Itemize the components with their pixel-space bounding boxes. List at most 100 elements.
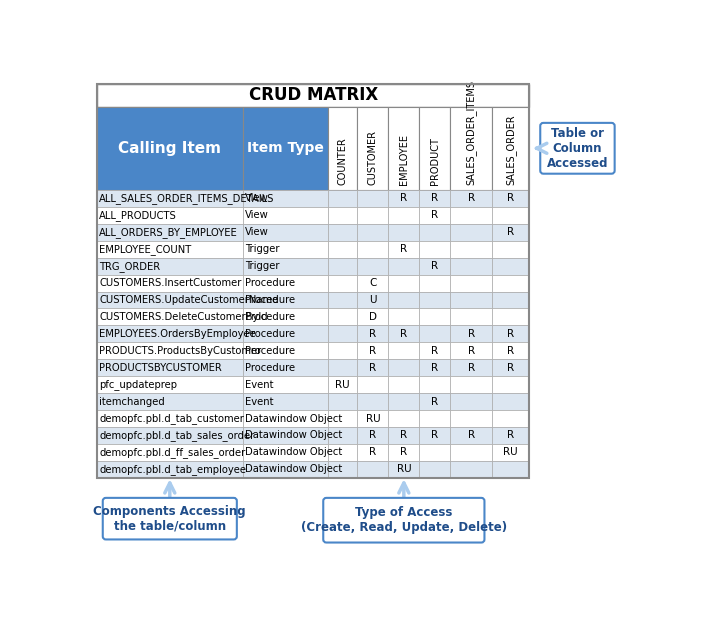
Bar [450, 393, 492, 410]
Text: Event: Event [245, 397, 274, 406]
Bar [328, 291, 357, 309]
Text: RU: RU [335, 380, 350, 390]
Text: R: R [468, 363, 475, 373]
Bar [97, 410, 242, 427]
Bar [97, 343, 242, 359]
Bar [450, 241, 492, 258]
Bar [242, 410, 328, 427]
Bar [357, 343, 388, 359]
Bar [420, 343, 450, 359]
Bar [357, 309, 388, 325]
Bar [97, 427, 242, 444]
Bar [357, 207, 388, 224]
Text: itemchanged: itemchanged [99, 397, 165, 406]
Text: COUNTER: COUNTER [338, 137, 348, 185]
Bar [492, 461, 529, 478]
Bar [328, 427, 357, 444]
Bar [357, 410, 388, 427]
Bar [388, 376, 420, 393]
Bar [357, 461, 388, 478]
Text: PRODUCTS.ProductsByCustomer: PRODUCTS.ProductsByCustomer [99, 346, 261, 356]
Bar [328, 241, 357, 258]
Text: Item Type: Item Type [247, 141, 324, 155]
Bar [357, 393, 388, 410]
Bar [492, 107, 529, 190]
Bar [328, 258, 357, 275]
Text: Procedure: Procedure [245, 346, 295, 356]
Bar [450, 309, 492, 325]
Text: ALL_PRODUCTS: ALL_PRODUCTS [99, 210, 177, 220]
Text: Procedure: Procedure [245, 329, 295, 339]
Bar [492, 427, 529, 444]
Text: RU: RU [365, 413, 380, 424]
Bar [328, 190, 357, 207]
Text: R: R [507, 329, 514, 339]
Bar [388, 241, 420, 258]
Bar [492, 291, 529, 309]
Text: CRUD MATRIX: CRUD MATRIX [248, 86, 378, 104]
Bar [97, 258, 242, 275]
Bar [450, 107, 492, 190]
Bar [328, 376, 357, 393]
Bar [388, 309, 420, 325]
Bar [328, 309, 357, 325]
Text: R: R [507, 194, 514, 203]
Text: R: R [431, 363, 439, 373]
Text: SALES_ORDER_ITEMS: SALES_ORDER_ITEMS [466, 81, 477, 185]
Bar [450, 325, 492, 343]
Bar [357, 107, 388, 190]
Text: R: R [468, 194, 475, 203]
Bar [242, 207, 328, 224]
Bar [97, 107, 242, 190]
Bar [328, 461, 357, 478]
Bar [450, 461, 492, 478]
Bar [328, 325, 357, 343]
Bar [357, 190, 388, 207]
Bar [242, 343, 328, 359]
Bar [420, 241, 450, 258]
Text: Trigger: Trigger [245, 244, 280, 254]
Bar [420, 309, 450, 325]
Text: Table or
Column
Accessed: Table or Column Accessed [547, 127, 608, 170]
Bar [492, 376, 529, 393]
Bar [450, 343, 492, 359]
Bar [357, 241, 388, 258]
Bar [420, 207, 450, 224]
Bar [492, 258, 529, 275]
Bar [357, 291, 388, 309]
Bar [242, 241, 328, 258]
Bar [97, 84, 529, 107]
Bar [388, 444, 420, 461]
Bar [97, 190, 242, 207]
Bar [420, 291, 450, 309]
Bar [450, 410, 492, 427]
Bar [450, 444, 492, 461]
Text: demopfc.pbl.d_tab_customer: demopfc.pbl.d_tab_customer [99, 413, 244, 424]
Bar [388, 291, 420, 309]
Bar [420, 359, 450, 376]
Bar [388, 107, 420, 190]
Bar [97, 291, 242, 309]
Bar [420, 376, 450, 393]
Bar [97, 376, 242, 393]
Text: Event: Event [245, 380, 274, 390]
Text: C: C [369, 278, 377, 288]
Bar [242, 393, 328, 410]
Text: R: R [468, 346, 475, 356]
Bar [242, 359, 328, 376]
Text: R: R [507, 363, 514, 373]
Bar [388, 207, 420, 224]
Text: TRG_ORDER: TRG_ORDER [99, 261, 160, 272]
Bar [242, 291, 328, 309]
Bar [388, 325, 420, 343]
Bar [420, 444, 450, 461]
Bar [97, 444, 242, 461]
Bar [420, 393, 450, 410]
Text: View: View [245, 194, 269, 203]
Text: pfc_updateprep: pfc_updateprep [99, 379, 177, 390]
Text: demopfc.pbl.d_tab_employee: demopfc.pbl.d_tab_employee [99, 464, 246, 475]
Text: R: R [370, 431, 376, 440]
Text: R: R [468, 431, 475, 440]
Bar [420, 190, 450, 207]
Text: RU: RU [504, 447, 518, 458]
